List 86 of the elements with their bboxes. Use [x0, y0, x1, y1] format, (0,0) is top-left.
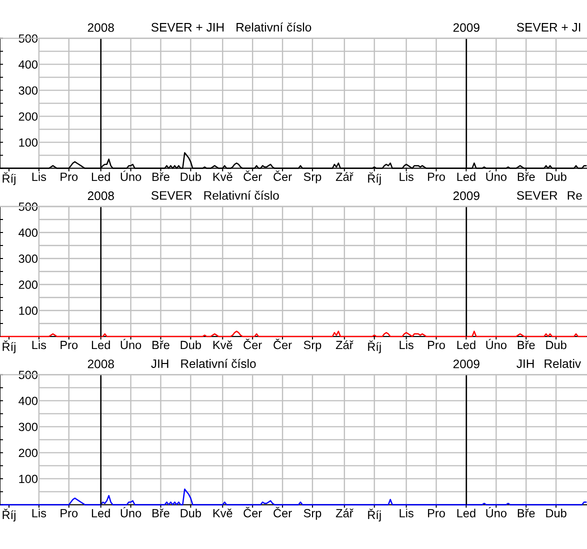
x-tick-label: Dub [180, 172, 202, 181]
x-tick-label: Úno [486, 170, 506, 181]
x-tick-label: Říj [2, 172, 16, 186]
x-tick-label: Říj [368, 172, 381, 186]
text: Re [568, 191, 582, 200]
x-tick-label: Lis [32, 340, 46, 350]
y-tick-label: 200 [18, 448, 38, 458]
x-tick-label: Úno [120, 170, 142, 181]
x-tick-label: Lis [400, 508, 414, 518]
text: JIH [516, 359, 534, 368]
x-tick-label: Čer [244, 338, 262, 350]
x-tick-label: Srp [304, 172, 322, 184]
x-tick-label: Čer [274, 170, 292, 181]
y-tick-label: 400 [18, 396, 38, 406]
x-tick-label: Pro [60, 172, 78, 181]
x-tick-label: Pro [60, 509, 78, 518]
chart-subtitle: Relativní číslo [236, 22, 312, 32]
x-tick-label: Lis [400, 340, 414, 350]
x-tick-label: Srp [304, 340, 322, 352]
x-tick-label: Led [92, 340, 110, 350]
y-tick-label: 300 [18, 86, 38, 95]
x2-tick-label: 2009 [453, 23, 480, 32]
x-tick-label: Led [92, 172, 110, 181]
y-tick-label: 100 [19, 306, 38, 315]
x-tick-label: Pro [428, 509, 445, 518]
chart-subtitle: Relativní číslo [204, 190, 279, 200]
x-tick-label: Kvě [213, 172, 232, 181]
x-tick-label: Pro [428, 172, 445, 181]
x2-tick-label: 2009 [453, 360, 480, 368]
y-tick-label: 400 [18, 60, 38, 69]
x-tick-label: Čer [244, 170, 262, 181]
chart-title: SEVER [151, 191, 192, 200]
x-tick-label: Čer [274, 506, 292, 518]
x-tick-label: Dub [180, 340, 202, 350]
x-tick-label: Zář [336, 340, 354, 350]
x-tick-label: Lis [32, 172, 46, 181]
chart-subtitle: Relativní číslo [181, 358, 256, 368]
chart-title: JIH [151, 359, 168, 368]
x-tick-label: Úno [486, 507, 506, 518]
x-tick-label: Říj [2, 508, 16, 522]
x-tick-label: Led [457, 508, 476, 518]
x-tick-label: Čer [274, 338, 292, 350]
y-tick-label: 100 [19, 474, 38, 484]
x-tick-label: Lis [400, 172, 414, 181]
x-tick-label: Bře [518, 340, 535, 350]
chart-title: SEVER + JIH [151, 22, 224, 32]
x-tick-label: Úno [120, 507, 142, 518]
x-tick-label: Led [457, 172, 476, 181]
x-tick-label: Úno [120, 338, 142, 350]
text: SEVER [516, 191, 558, 200]
x-tick-label: Bře [152, 340, 170, 350]
text: Relativ [544, 359, 582, 368]
x-tick-label: Zář [336, 508, 354, 518]
y-tick-label: 400 [18, 228, 38, 237]
x-tick-label: Kvě [213, 340, 232, 350]
x2-tick-label: 2008 [88, 191, 114, 200]
x-tick-label: Úno [486, 338, 506, 350]
x-tick-label: Srp [304, 509, 322, 520]
y-tick-label: 300 [18, 254, 38, 263]
x-tick-label: Dub [546, 172, 566, 181]
x-tick-label: Pro [60, 340, 78, 350]
x2-tick-label: 2008 [88, 23, 114, 32]
x-tick-label: Říj [2, 340, 16, 354]
y-tick-label: 100 [19, 138, 38, 147]
y-tick-label: 200 [18, 280, 38, 289]
x-tick-label: Bře [518, 508, 535, 518]
x-tick-label: Říj [368, 508, 381, 522]
x-tick-label: Bře [152, 508, 170, 518]
x-tick-label: Dub [546, 508, 566, 518]
x-tick-label: Čer [244, 506, 262, 518]
x-tick-label: Dub [180, 508, 202, 518]
text: SEVER + JI [516, 22, 580, 32]
x-tick-label: Bře [152, 172, 170, 181]
x-tick-label: Led [92, 508, 110, 518]
x-tick-label: Říj [368, 340, 381, 354]
x-tick-label: Kvě [213, 508, 232, 518]
x-tick-label: Dub [546, 340, 566, 350]
x-tick-label: Lis [32, 508, 46, 518]
x2-tick-label: 2008 [88, 360, 114, 368]
x-tick-label: Bře [518, 172, 535, 181]
x2-tick-label: 2009 [453, 191, 480, 200]
y-tick-label: 200 [18, 112, 38, 121]
x-tick-label: Zář [336, 172, 354, 181]
x-tick-label: Pro [428, 340, 445, 350]
x-tick-label: Led [457, 340, 476, 350]
y-tick-label: 300 [18, 422, 38, 432]
